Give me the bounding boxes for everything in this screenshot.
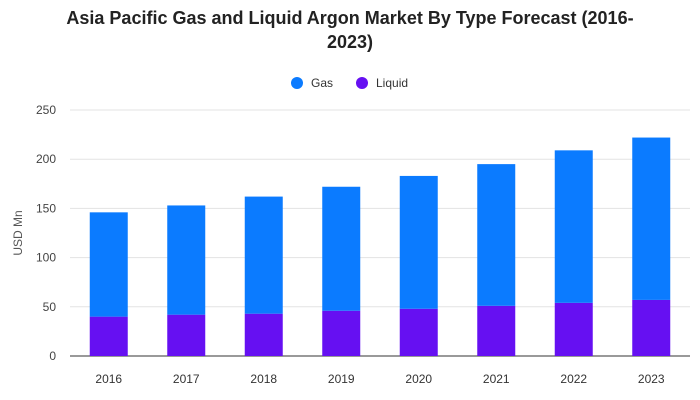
chart-title-line2: 2023) <box>326 32 374 52</box>
legend-marker-liquid <box>356 77 368 89</box>
bar-gas-2017 <box>167 205 206 315</box>
y-tick-label: 150 <box>36 201 56 215</box>
bar-liquid-2022 <box>554 302 593 356</box>
x-tick-label: 2021 <box>483 372 510 386</box>
y-tick-label: 100 <box>36 251 56 265</box>
bar-liquid-2023 <box>632 299 671 356</box>
y-axis-label: USD Mn <box>11 210 25 255</box>
x-tick-label: 2018 <box>250 372 277 386</box>
chart-title: Asia Pacific Gas and Liquid Argon Market… <box>0 6 700 54</box>
bar-liquid-2018 <box>244 313 283 356</box>
bar-gas-2022 <box>554 150 593 303</box>
bar-gas-2019 <box>322 186 361 311</box>
bar-gas-2023 <box>632 137 671 300</box>
bar-liquid-2017 <box>167 314 206 356</box>
y-tick-label: 250 <box>36 103 56 117</box>
x-tick-label: 2019 <box>328 372 355 386</box>
chart-title-line1: Asia Pacific Gas and Liquid Argon Market… <box>66 8 634 28</box>
bar-liquid-2020 <box>399 308 438 356</box>
y-tick-label: 200 <box>36 152 56 166</box>
bar-gas-2021 <box>477 164 516 306</box>
bar-liquid-2016 <box>89 316 128 356</box>
x-tick-label: 2017 <box>173 372 200 386</box>
x-tick-label: 2020 <box>405 372 432 386</box>
legend-label-liquid: Liquid <box>376 76 408 90</box>
legend-marker-gas <box>291 77 303 89</box>
y-tick-label: 0 <box>49 349 56 363</box>
bar-liquid-2019 <box>322 310 361 356</box>
y-tick-label: 50 <box>43 300 57 314</box>
x-tick-label: 2016 <box>95 372 122 386</box>
bar-gas-2018 <box>244 196 283 314</box>
bar-gas-2016 <box>89 212 128 317</box>
x-tick-label: 2022 <box>560 372 587 386</box>
bar-liquid-2021 <box>477 305 516 356</box>
x-tick-label: 2023 <box>638 372 665 386</box>
legend-label-gas: Gas <box>311 76 333 90</box>
bar-gas-2020 <box>399 175 438 309</box>
